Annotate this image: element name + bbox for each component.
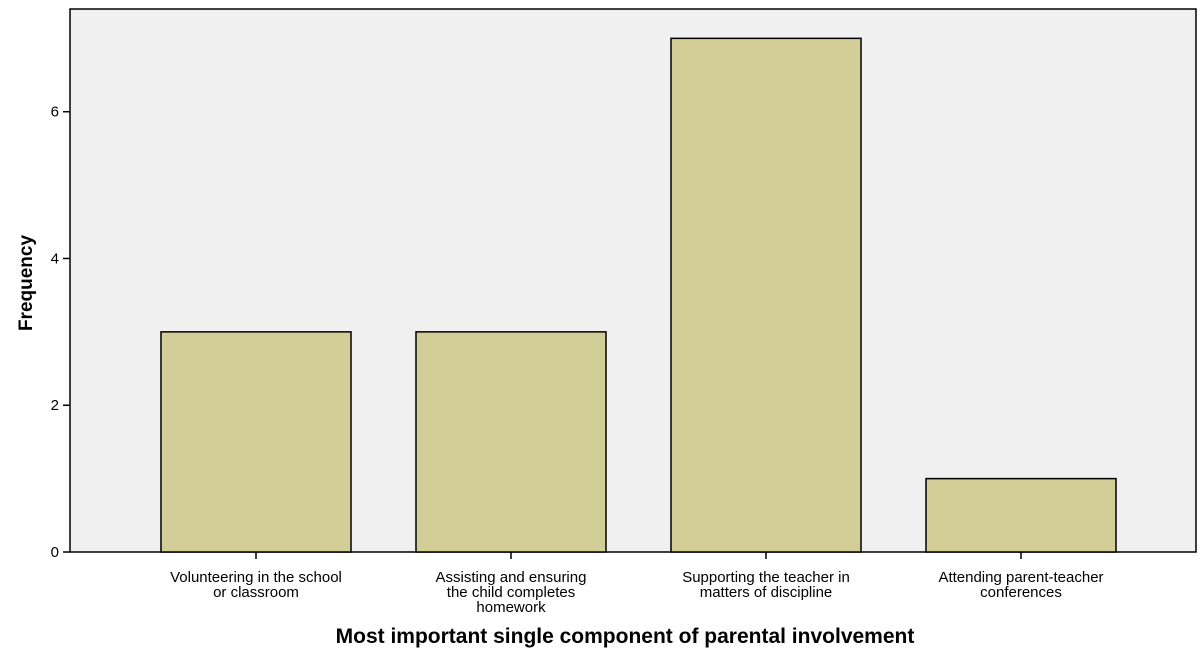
- category-label-1: Volunteering in the school or classroom: [170, 569, 342, 601]
- bars-group: [160, 37, 1117, 553]
- category-label-line: Volunteering in the school: [170, 569, 342, 586]
- category-label-line: the child completes: [447, 584, 575, 601]
- y-tick-label-6: 6: [51, 104, 59, 121]
- bar-4: [925, 477, 1117, 553]
- category-label-line: homework: [476, 599, 546, 616]
- category-label-2: Assisting and ensuring the child complete…: [436, 569, 587, 616]
- bar-2: [415, 331, 607, 553]
- category-label-line: Supporting the teacher in: [682, 569, 850, 586]
- x-axis-title: Most important single component of paren…: [336, 625, 915, 648]
- category-label-3: Supporting the teacher in matters of disc…: [682, 569, 850, 601]
- y-tick-label-4: 4: [51, 250, 59, 267]
- x-axis: Volunteering in the school or classroom As…: [170, 552, 1104, 616]
- bar-1: [160, 331, 352, 553]
- y-tick-label-2: 2: [51, 397, 59, 414]
- category-label-4: Attending parent-teacher conferences: [938, 569, 1103, 601]
- category-label-line: or classroom: [213, 584, 299, 601]
- category-label-line: Assisting and ensuring: [436, 569, 587, 586]
- category-label-line: matters of discipline: [700, 584, 833, 601]
- category-label-line: Attending parent-teacher: [938, 569, 1103, 586]
- bar-3: [670, 37, 862, 553]
- y-axis-title: Frequency: [16, 235, 37, 332]
- category-label-line: conferences: [980, 584, 1062, 601]
- y-tick-label-0: 0: [51, 544, 59, 561]
- y-axis: 0 2 4 6: [51, 104, 70, 561]
